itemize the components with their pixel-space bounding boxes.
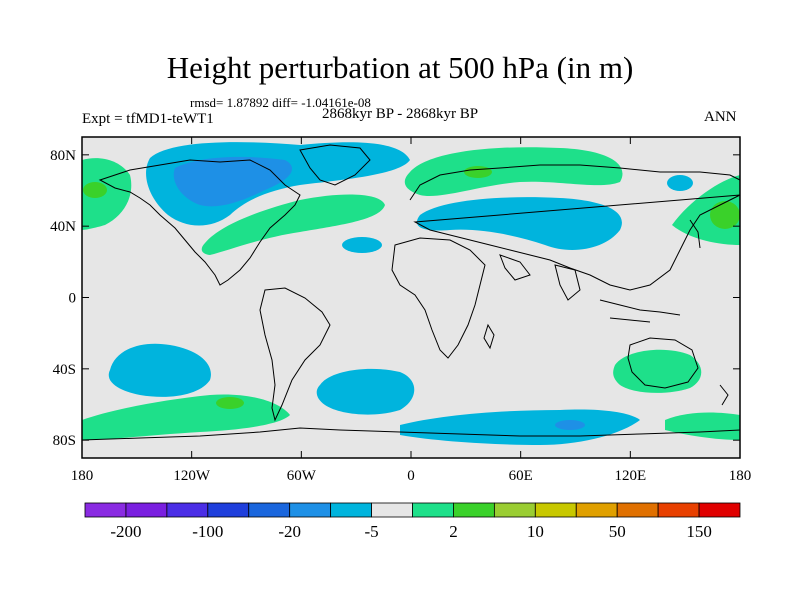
anomaly-green-southeast: [665, 412, 740, 440]
experiment-label: Expt = tfMD1-teWT1: [82, 111, 214, 127]
x-tick-label: 60W: [287, 468, 317, 484]
anomaly-darkblue-antarctic: [555, 420, 585, 430]
colorbar-swatch: [575, 502, 618, 518]
x-tick-label: 180: [729, 468, 752, 484]
coast-antarctica: [81, 427, 741, 441]
colorbar-swatch: [493, 502, 536, 518]
colorbar-swatch: [698, 502, 741, 518]
anomaly-green-siberia: [404, 147, 623, 197]
colorbar-swatch: [207, 502, 250, 518]
coast-eurasia: [409, 164, 741, 291]
anomaly-blue-southpacific: [108, 343, 211, 397]
x-tick-label: 0: [407, 468, 415, 484]
colorbar: [84, 502, 741, 518]
colorbar-swatch: [657, 502, 700, 518]
y-tick-label: 80S: [53, 433, 76, 449]
anomaly-blue-eurasia: [416, 197, 622, 250]
coast-new-zealand: [719, 384, 729, 406]
coast-madagascar: [483, 323, 495, 350]
coast-greenland: [299, 144, 371, 186]
x-tick-label: 60E: [509, 468, 533, 484]
axis-tick-labels: 80N 40N 0 40S 80S 180 120W 60W 0 60E 120E 180: [50, 148, 751, 484]
colorbar-label: -100: [192, 522, 223, 541]
coast-africa: [391, 237, 486, 359]
y-tick-label: 40N: [50, 219, 76, 235]
plot-title: Height perturbation at 500 hPa (in m): [166, 50, 634, 85]
colorbar-label: -20: [278, 522, 301, 541]
coast-japan: [689, 219, 701, 249]
coast-indonesia: [599, 299, 681, 323]
coastlines: [81, 144, 741, 441]
coast-north-america: [98, 159, 301, 286]
anomaly-darkgreen-westpacific: [710, 201, 740, 229]
period-label: 2868kyr BP - 2868kyr BP: [322, 106, 479, 122]
y-tick-label: 40S: [53, 362, 76, 378]
colorbar-label: -200: [110, 522, 141, 541]
anomaly-blue-northpacific: [667, 175, 693, 191]
colorbar-swatch: [125, 502, 168, 518]
colorbar-swatch: [371, 502, 413, 518]
anomaly-darkgreen-siberia: [464, 166, 492, 178]
y-tick-label: 80N: [50, 148, 76, 164]
colorbar-label: -5: [364, 522, 378, 541]
colorbar-label: 10: [527, 522, 544, 541]
anomaly-blue-midatlantic: [342, 237, 382, 253]
colorbar-labels: -200 -100 -20 -5 2 10 50 150: [110, 522, 711, 541]
axis-ticks: [81, 137, 741, 458]
anomaly-darkblue-canada: [173, 156, 293, 207]
colorbar-swatch: [534, 502, 577, 518]
colorbar-swatch: [330, 502, 372, 518]
x-tick-label: 120E: [614, 468, 646, 484]
colorbar-swatch: [412, 502, 454, 518]
colorbar-swatch: [289, 502, 332, 518]
coast-india: [499, 254, 581, 301]
x-tick-label: 180: [71, 468, 94, 484]
colorbar-swatch: [248, 502, 291, 518]
x-tick-label: 120W: [173, 468, 211, 484]
colorbar-label: 50: [609, 522, 626, 541]
anomaly-darkgreen-northpacific: [83, 182, 107, 198]
season-label: ANN: [704, 109, 737, 125]
anomaly-fills: [82, 142, 740, 445]
colorbar-swatch: [84, 502, 127, 518]
colorbar-label: 150: [686, 522, 712, 541]
colorbar-swatch: [166, 502, 209, 518]
coast-south-america: [259, 287, 331, 422]
y-tick-label: 0: [69, 291, 77, 307]
anomaly-green-australia: [613, 349, 702, 393]
colorbar-label: 2: [449, 522, 458, 541]
anomaly-darkgreen-southernocean: [216, 397, 244, 409]
anomaly-blue-southatlantic: [316, 368, 415, 415]
coast-australia: [627, 337, 699, 389]
stats-label: rmsd= 1.87892 diff= -1.04161e-08: [190, 95, 371, 110]
colorbar-swatch: [616, 502, 659, 518]
colorbar-swatch: [453, 502, 495, 518]
anomaly-green-atlantic: [201, 194, 385, 255]
anomaly-green-northpacific: [82, 158, 132, 230]
